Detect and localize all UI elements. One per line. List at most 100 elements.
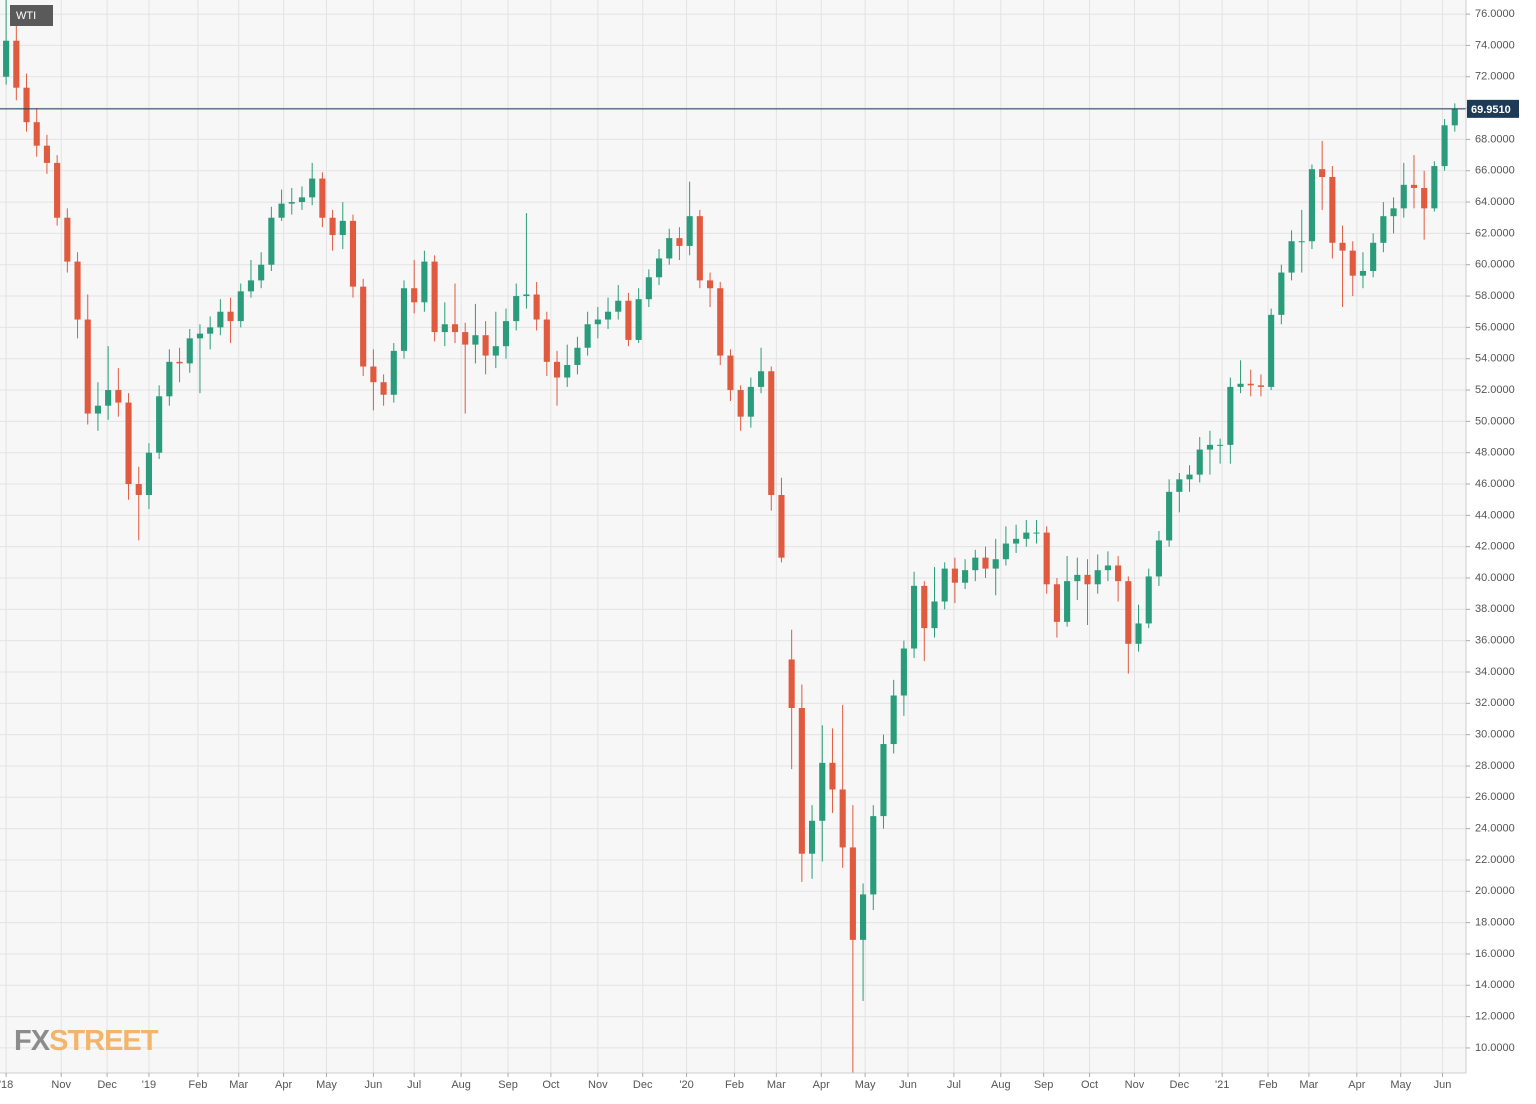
grid [0, 0, 1466, 1073]
candle-body [329, 217, 336, 235]
candle-body [349, 220, 357, 287]
candle-body [380, 382, 387, 395]
y-tick-label: 38.0000 [1475, 603, 1515, 615]
y-tick-label: 74.0000 [1475, 39, 1515, 51]
candle-body [298, 197, 306, 203]
candle-body [1217, 444, 1224, 446]
y-tick-label: 62.0000 [1475, 227, 1515, 239]
x-tick-label: Apr [275, 1079, 292, 1091]
candle-body [1390, 208, 1397, 217]
plot-area [0, 0, 1466, 1073]
candle-body [1278, 272, 1285, 315]
candle-body [717, 288, 724, 356]
candle-body [421, 261, 428, 303]
candle-body [931, 601, 938, 629]
symbol-badge [10, 5, 53, 26]
candle-body [553, 361, 561, 378]
candle-body [370, 366, 377, 383]
candle-body [615, 300, 622, 312]
candle-body [696, 216, 703, 281]
candle-body [462, 332, 469, 345]
candle-body [1370, 242, 1377, 271]
candle-body [472, 335, 479, 345]
x-tick-label: Mar [767, 1079, 786, 1091]
candle-body [1237, 383, 1244, 387]
candle-body [911, 585, 918, 649]
y-tick-label: 32.0000 [1475, 697, 1515, 709]
candle-body [1094, 570, 1101, 585]
x-tick-label: Apr [813, 1079, 830, 1091]
candle-body [1084, 574, 1091, 585]
candle-body [1421, 187, 1428, 209]
candle-body [360, 286, 367, 367]
y-tick-label: 66.0000 [1475, 165, 1515, 177]
candle-body [951, 568, 958, 583]
x-tick-label: Sep [498, 1079, 518, 1091]
candle-body [196, 333, 204, 339]
y-tick-label: 30.0000 [1475, 729, 1515, 741]
candle-body [543, 319, 550, 362]
candle-body [941, 568, 948, 602]
candle-body [1288, 241, 1295, 273]
candle-body [207, 327, 214, 334]
candle-body [84, 319, 91, 414]
candle-body [1339, 242, 1346, 251]
candle-body [1115, 565, 1122, 582]
x-tick-label: Feb [1259, 1079, 1278, 1091]
x-tick-label: May [1390, 1079, 1411, 1091]
candle-body [125, 402, 132, 485]
candle-body [594, 319, 601, 325]
candle-body [258, 264, 265, 281]
candle-body [482, 335, 489, 356]
y-tick-label: 34.0000 [1475, 666, 1515, 678]
candle-body [278, 203, 285, 218]
x-tick-label: Oct [1081, 1079, 1098, 1091]
x-tick-label: Sep [1034, 1079, 1054, 1091]
candle-body [1308, 169, 1316, 242]
candle-body [523, 294, 530, 297]
candle-body [645, 277, 652, 300]
candle-body [992, 559, 999, 569]
candle-body [574, 347, 581, 365]
y-tick-label: 24.0000 [1475, 823, 1515, 835]
candle-body [1145, 576, 1152, 624]
x-tick-label: Aug [451, 1079, 471, 1091]
candle-body [1431, 166, 1438, 209]
candle-body [105, 390, 112, 406]
candle-body [1013, 538, 1020, 544]
x-tick-label: '20 [679, 1079, 693, 1091]
y-tick-label: 20.0000 [1475, 885, 1515, 897]
candle-body [706, 280, 714, 289]
candles [3, 0, 1458, 1073]
x-tick-label: Dec [97, 1079, 117, 1091]
candle-body [247, 280, 255, 292]
candle-body [74, 261, 81, 320]
y-tick-label: 44.0000 [1475, 509, 1515, 521]
x-tick-label: '18 [0, 1079, 13, 1091]
y-tick-label: 26.0000 [1475, 791, 1515, 803]
x-tick-label: Jul [407, 1079, 421, 1091]
candle-body [604, 311, 612, 320]
candle-body [64, 217, 71, 262]
y-tick-label: 50.0000 [1475, 415, 1515, 427]
candle-body [145, 452, 153, 495]
candle-body [319, 178, 326, 218]
y-tick-label: 48.0000 [1475, 447, 1515, 459]
candle-body [1125, 581, 1132, 644]
logo: FXSTREET [14, 1025, 159, 1057]
candle-body [584, 324, 591, 348]
x-tick-label: Dec [633, 1079, 653, 1091]
candle-body [768, 371, 775, 495]
x-tick-label: Jun [899, 1079, 917, 1091]
x-tick-label: Feb [725, 1079, 744, 1091]
candle-body [757, 371, 765, 387]
y-tick-label: 52.0000 [1475, 384, 1515, 396]
candle-body [788, 659, 795, 709]
candle-body [400, 288, 408, 351]
candle-body [309, 178, 316, 198]
candle-body [492, 346, 499, 356]
x-tick-label: '19 [142, 1079, 156, 1091]
candle-body [1206, 444, 1213, 450]
x-tick-label: Feb [188, 1079, 207, 1091]
